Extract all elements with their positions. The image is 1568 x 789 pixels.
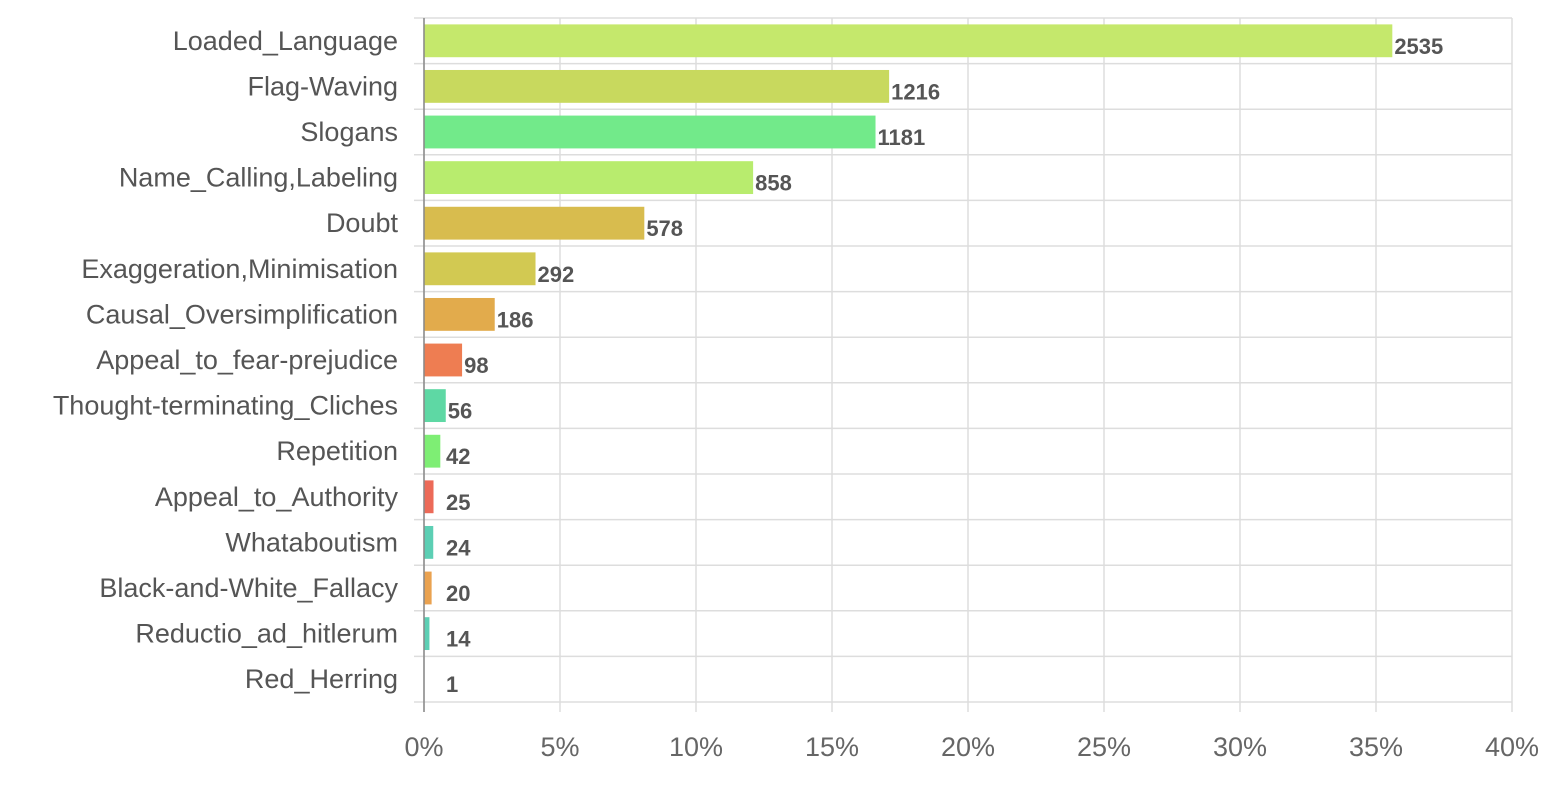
x-tick-label: 40%: [1485, 732, 1539, 762]
value-label: 56: [448, 399, 472, 424]
bar: [424, 69, 890, 103]
category-label: Red_Herring: [245, 664, 398, 694]
bar: [424, 617, 430, 651]
category-label: Exaggeration,Minimisation: [81, 254, 398, 284]
category-label: Appeal_to_Authority: [155, 482, 399, 512]
category-label: Black-and-White_Fallacy: [99, 573, 398, 603]
category-label: Name_Calling,Labeling: [119, 163, 398, 193]
label-layer: 0% 5% 10% 15% 20% 25% 30% 35% 40% Loaded_Language…: [53, 26, 1539, 762]
x-tick-label: 15%: [805, 732, 859, 762]
value-label: 1: [446, 672, 458, 697]
category-label: Slogans: [300, 117, 398, 147]
category-label: Thought-terminating_Cliches: [53, 391, 398, 421]
x-tick-label: 0%: [404, 732, 443, 762]
value-label: 2535: [1394, 34, 1443, 59]
value-label: 20: [446, 581, 470, 606]
value-label: 14: [446, 627, 471, 652]
bar: [424, 525, 434, 559]
category-label: Doubt: [326, 208, 399, 238]
bar: [424, 206, 645, 240]
bar: [424, 115, 876, 149]
bar-layer: [424, 24, 1393, 696]
x-tick-label: 10%: [669, 732, 723, 762]
x-tick-label: 30%: [1213, 732, 1267, 762]
bar: [424, 161, 754, 195]
bar: [424, 571, 432, 605]
bar: [424, 343, 463, 377]
category-label: Causal_Oversimplification: [86, 299, 398, 329]
value-label: 25: [446, 490, 470, 515]
grid-layer: [414, 17, 1513, 712]
category-label: Flag-Waving: [247, 71, 398, 101]
category-label: Appeal_to_fear-prejudice: [96, 345, 398, 375]
x-tick-label: 35%: [1349, 732, 1403, 762]
value-label: 186: [497, 307, 534, 332]
bar: [424, 389, 446, 423]
value-label: 292: [538, 262, 575, 287]
value-label: 24: [446, 535, 471, 560]
value-label: 42: [446, 444, 470, 469]
value-label: 98: [464, 353, 488, 378]
bar: [424, 297, 495, 331]
bar: [424, 24, 1393, 58]
bar: [424, 252, 536, 286]
bar: [424, 434, 441, 468]
x-tick-label: 5%: [540, 732, 579, 762]
category-label: Repetition: [276, 436, 398, 466]
category-label: Whataboutism: [225, 527, 398, 557]
category-label: Reductio_ad_hitlerum: [135, 619, 398, 649]
value-label: 1181: [878, 125, 926, 150]
x-tick-label: 25%: [1077, 732, 1131, 762]
x-tick-label: 20%: [941, 732, 995, 762]
bar: [424, 480, 434, 514]
category-label: Loaded_Language: [173, 26, 398, 56]
value-label: 578: [646, 216, 683, 241]
value-label: 1216: [891, 79, 940, 104]
value-label: 858: [755, 171, 792, 196]
